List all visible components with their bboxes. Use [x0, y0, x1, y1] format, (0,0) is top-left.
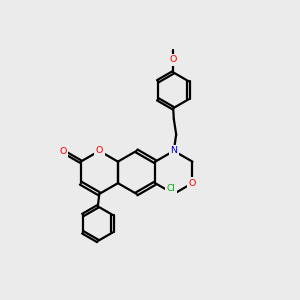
Text: Cl: Cl [166, 184, 175, 193]
Text: N: N [170, 146, 177, 155]
Text: O: O [189, 178, 196, 188]
Text: O: O [96, 146, 103, 155]
Text: O: O [59, 147, 67, 156]
Text: O: O [169, 55, 177, 64]
